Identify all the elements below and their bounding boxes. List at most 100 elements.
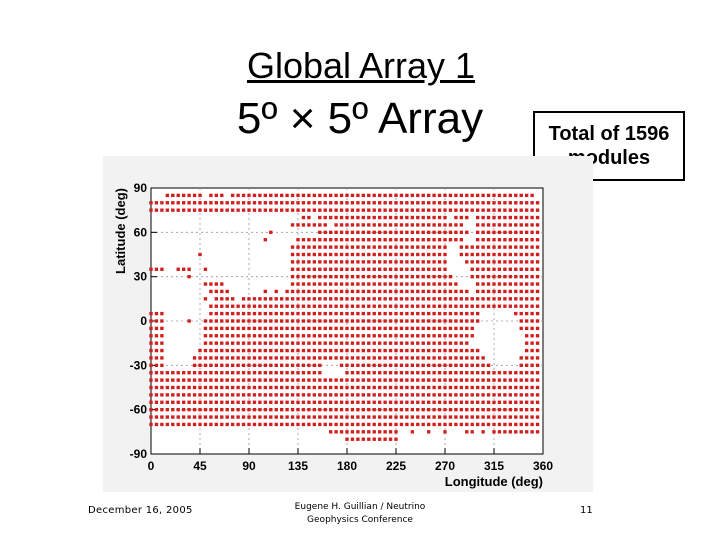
module-point xyxy=(230,407,235,412)
module-point xyxy=(334,430,338,434)
module-point xyxy=(535,393,540,397)
module-point xyxy=(230,393,235,397)
module-point xyxy=(514,238,518,242)
module-point xyxy=(470,326,474,331)
module-point xyxy=(296,193,300,198)
module-point xyxy=(519,223,523,227)
module-point xyxy=(421,274,425,279)
module-point xyxy=(307,274,311,279)
module-point xyxy=(236,208,240,212)
module-point xyxy=(486,238,491,242)
module-point xyxy=(187,400,191,404)
module-point xyxy=(247,201,251,205)
module-point xyxy=(247,415,251,419)
module-point xyxy=(318,230,322,235)
module-point xyxy=(535,319,540,323)
module-point xyxy=(279,304,284,308)
module-point xyxy=(285,311,289,316)
module-point xyxy=(356,193,360,198)
module-point xyxy=(535,422,540,427)
module-point xyxy=(432,378,436,382)
module-point xyxy=(399,260,404,264)
module-point xyxy=(437,422,442,427)
module-point xyxy=(377,319,382,323)
module-point xyxy=(279,201,284,205)
module-point xyxy=(437,304,442,308)
module-point xyxy=(524,304,529,308)
module-point xyxy=(307,400,311,404)
module-point xyxy=(220,348,224,353)
module-point xyxy=(367,193,371,198)
module-point xyxy=(149,341,153,345)
module-point xyxy=(334,422,338,427)
module-point xyxy=(459,422,464,427)
module-point xyxy=(160,356,164,360)
module-point xyxy=(345,363,349,368)
module-point xyxy=(160,348,164,353)
module-point xyxy=(345,208,349,212)
module-point xyxy=(486,393,491,397)
module-point xyxy=(269,208,273,212)
module-point xyxy=(230,201,235,205)
module-point xyxy=(421,393,425,397)
module-point xyxy=(432,371,436,375)
module-point xyxy=(492,297,496,301)
module-point xyxy=(497,208,502,212)
module-point xyxy=(530,201,534,205)
module-point xyxy=(459,311,464,316)
module-point xyxy=(410,422,415,427)
module-point xyxy=(301,385,306,390)
module-point xyxy=(465,208,469,212)
module-point xyxy=(345,415,349,419)
footer-author: Eugene H. Guillian / Neutrino Geophysics… xyxy=(294,502,426,525)
module-point xyxy=(339,238,344,242)
module-point xyxy=(296,282,300,286)
module-point xyxy=(432,304,436,308)
module-point xyxy=(258,422,262,427)
module-point xyxy=(508,297,513,301)
module-point xyxy=(301,274,306,279)
module-point xyxy=(160,371,164,375)
module-point xyxy=(486,201,491,205)
module-point xyxy=(394,393,398,397)
module-point xyxy=(236,348,240,353)
module-point xyxy=(323,297,327,301)
module-point xyxy=(367,289,371,294)
module-point xyxy=(372,393,376,397)
module-point xyxy=(252,371,257,375)
module-point xyxy=(410,238,415,242)
module-point xyxy=(356,385,360,390)
module-point xyxy=(530,223,534,227)
module-point xyxy=(301,415,306,419)
module-point xyxy=(535,230,540,235)
module-point xyxy=(481,245,485,249)
module-point xyxy=(486,407,491,412)
module-point xyxy=(383,385,387,390)
module-point xyxy=(383,201,387,205)
module-point xyxy=(394,326,398,331)
module-point xyxy=(247,319,251,323)
module-point xyxy=(263,400,268,404)
module-point xyxy=(214,282,219,286)
module-point xyxy=(372,267,376,271)
module-point xyxy=(481,422,485,427)
module-point xyxy=(356,430,360,434)
module-point xyxy=(312,252,317,257)
module-point xyxy=(198,385,202,390)
module-point xyxy=(339,260,344,264)
module-point xyxy=(405,385,409,390)
module-point xyxy=(486,193,491,198)
module-point xyxy=(416,341,420,345)
module-point xyxy=(388,326,393,331)
module-point xyxy=(192,422,197,427)
module-point xyxy=(225,304,229,308)
module-point xyxy=(481,304,485,308)
module-point xyxy=(481,400,485,404)
module-point xyxy=(514,201,518,205)
module-point xyxy=(383,348,387,353)
module-point xyxy=(383,363,387,368)
module-point xyxy=(405,341,409,345)
module-point xyxy=(285,297,289,301)
module-point xyxy=(176,393,180,397)
module-point xyxy=(470,400,474,404)
